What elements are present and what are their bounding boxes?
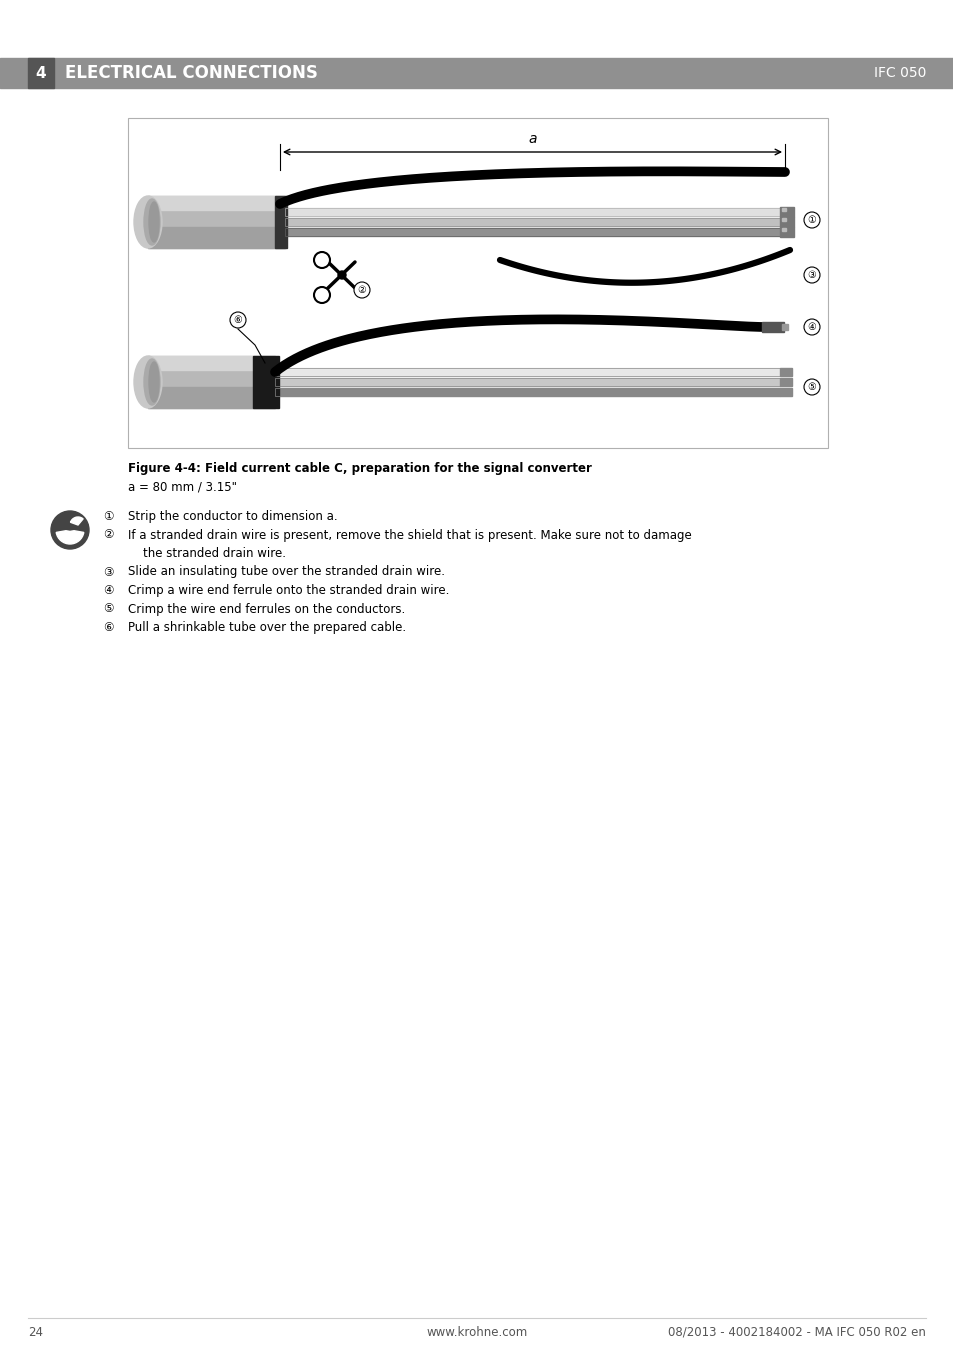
Bar	[148, 196, 285, 209]
Bar	[780, 207, 793, 218]
Bar	[274, 378, 780, 386]
Text: Figure 4-4: Field current cable C, preparation for the signal converter: Figure 4-4: Field current cable C, prepa…	[128, 462, 591, 476]
Bar	[28, 58, 54, 88]
Bar	[274, 388, 780, 396]
Bar	[285, 208, 780, 216]
Bar	[780, 378, 791, 386]
Bar	[274, 388, 780, 396]
Text: ①: ①	[807, 215, 816, 226]
Bar	[781, 324, 787, 330]
Text: Pull a shrinkable tube over the prepared cable.: Pull a shrinkable tube over the prepared…	[128, 621, 406, 634]
Text: ⑥: ⑥	[233, 315, 242, 326]
Text: Strip the conductor to dimension a.: Strip the conductor to dimension a.	[128, 509, 337, 523]
Bar	[148, 357, 274, 370]
Text: IFC 050: IFC 050	[873, 66, 925, 80]
Bar	[0, 58, 953, 88]
Text: ③: ③	[807, 270, 816, 280]
Bar	[780, 388, 791, 396]
Circle shape	[337, 272, 346, 280]
Circle shape	[314, 286, 330, 303]
Text: ③: ③	[103, 566, 113, 578]
Circle shape	[803, 380, 820, 394]
Text: ELECTRICAL CONNECTIONS: ELECTRICAL CONNECTIONS	[65, 63, 317, 82]
Text: www.krohne.com: www.krohne.com	[426, 1325, 527, 1339]
Text: ②: ②	[103, 528, 113, 542]
Text: a = 80 mm / 3.15": a = 80 mm / 3.15"	[128, 480, 236, 493]
Text: ⑤: ⑤	[807, 382, 816, 392]
Bar	[274, 367, 780, 376]
Text: ⑥: ⑥	[103, 621, 113, 634]
Text: ④: ④	[103, 584, 113, 597]
Text: a: a	[528, 132, 537, 146]
Bar	[274, 196, 287, 249]
Circle shape	[354, 282, 370, 299]
Bar	[780, 367, 791, 376]
Bar	[780, 227, 793, 236]
Bar	[781, 228, 785, 231]
Text: 4: 4	[35, 65, 47, 81]
Text: ①: ①	[103, 509, 113, 523]
Bar	[274, 367, 780, 376]
Ellipse shape	[133, 196, 162, 249]
Circle shape	[803, 267, 820, 282]
Text: 24: 24	[28, 1325, 43, 1339]
Circle shape	[51, 511, 89, 549]
Text: If a stranded drain wire is present, remove the shield that is present. Make sur: If a stranded drain wire is present, rem…	[128, 528, 691, 542]
Bar	[781, 208, 785, 211]
Bar	[761, 322, 783, 332]
Bar	[285, 218, 780, 226]
Bar	[148, 227, 285, 249]
Bar	[285, 218, 780, 226]
Wedge shape	[71, 517, 83, 526]
Wedge shape	[56, 516, 84, 530]
Bar	[780, 218, 793, 227]
Text: 08/2013 - 4002184002 - MA IFC 050 R02 en: 08/2013 - 4002184002 - MA IFC 050 R02 en	[667, 1325, 925, 1339]
Circle shape	[314, 253, 330, 267]
Bar	[128, 118, 827, 449]
Ellipse shape	[133, 357, 162, 408]
Bar	[285, 228, 780, 236]
Text: the stranded drain wire.: the stranded drain wire.	[128, 547, 286, 561]
Bar	[285, 228, 780, 236]
Text: Slide an insulating tube over the stranded drain wire.: Slide an insulating tube over the strand…	[128, 566, 444, 578]
Wedge shape	[56, 530, 84, 544]
Bar	[781, 218, 785, 222]
Circle shape	[230, 312, 246, 328]
Text: ②: ②	[357, 285, 366, 295]
Bar	[285, 208, 780, 216]
Bar	[148, 196, 285, 249]
Bar	[253, 357, 278, 408]
Bar	[148, 357, 274, 408]
Bar	[148, 386, 274, 408]
Text: ④: ④	[807, 322, 816, 332]
Text: Crimp the wire end ferrules on the conductors.: Crimp the wire end ferrules on the condu…	[128, 603, 405, 616]
Bar	[274, 378, 780, 386]
Ellipse shape	[149, 362, 159, 403]
Text: Crimp a wire end ferrule onto the stranded drain wire.: Crimp a wire end ferrule onto the strand…	[128, 584, 449, 597]
Ellipse shape	[149, 203, 159, 242]
Ellipse shape	[144, 359, 160, 405]
Text: ⑤: ⑤	[103, 603, 113, 616]
Circle shape	[803, 319, 820, 335]
Circle shape	[803, 212, 820, 228]
Ellipse shape	[144, 199, 160, 245]
